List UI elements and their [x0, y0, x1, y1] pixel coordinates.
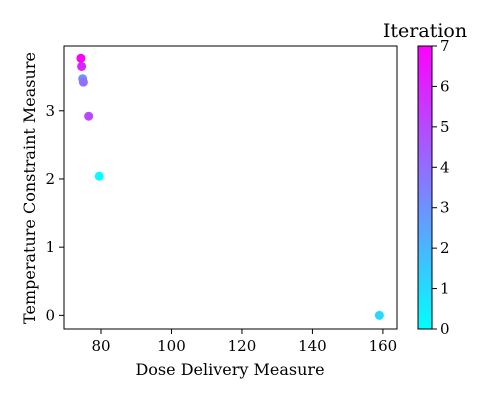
colorbar-tick-label: 7: [440, 37, 450, 55]
x-tick-label: 160: [369, 337, 398, 355]
y-tick-label: 0: [45, 306, 55, 324]
data-point: [76, 53, 86, 63]
colorbar-tick-label: 6: [440, 77, 450, 95]
y-axis: 0 1 2 3: [45, 102, 64, 324]
colorbar-tick-label: 4: [440, 158, 450, 176]
data-points: [76, 53, 384, 320]
y-tick-label: 2: [45, 170, 55, 188]
x-tick-label: 120: [228, 337, 257, 355]
colorbar: [417, 45, 433, 330]
x-axis: 80 100 120 140 160: [91, 329, 397, 355]
data-point: [78, 77, 88, 87]
data-point: [77, 61, 87, 71]
colorbar-tick-label: 5: [440, 118, 450, 136]
x-tick-label: 140: [298, 337, 327, 355]
x-axis-label: Dose Delivery Measure: [135, 360, 324, 379]
colorbar-ticks: 0 1 2 3 4 5 6 7: [432, 37, 450, 338]
data-point: [94, 171, 104, 181]
y-tick-label: 3: [45, 102, 55, 120]
plot-frame: [63, 45, 398, 330]
y-tick-label: 1: [45, 238, 55, 256]
y-axis-label: Temperature Constraint Measure: [20, 52, 39, 324]
colorbar-tick-label: 3: [440, 199, 450, 217]
x-tick-label: 100: [157, 337, 186, 355]
data-point: [84, 111, 94, 121]
colorbar-title: Iteration: [383, 20, 467, 42]
data-point: [374, 310, 384, 320]
colorbar-tick-label: 0: [440, 320, 450, 338]
colorbar-tick-label: 1: [440, 280, 450, 298]
x-tick-label: 80: [91, 337, 110, 355]
colorbar-tick-label: 2: [440, 239, 450, 257]
